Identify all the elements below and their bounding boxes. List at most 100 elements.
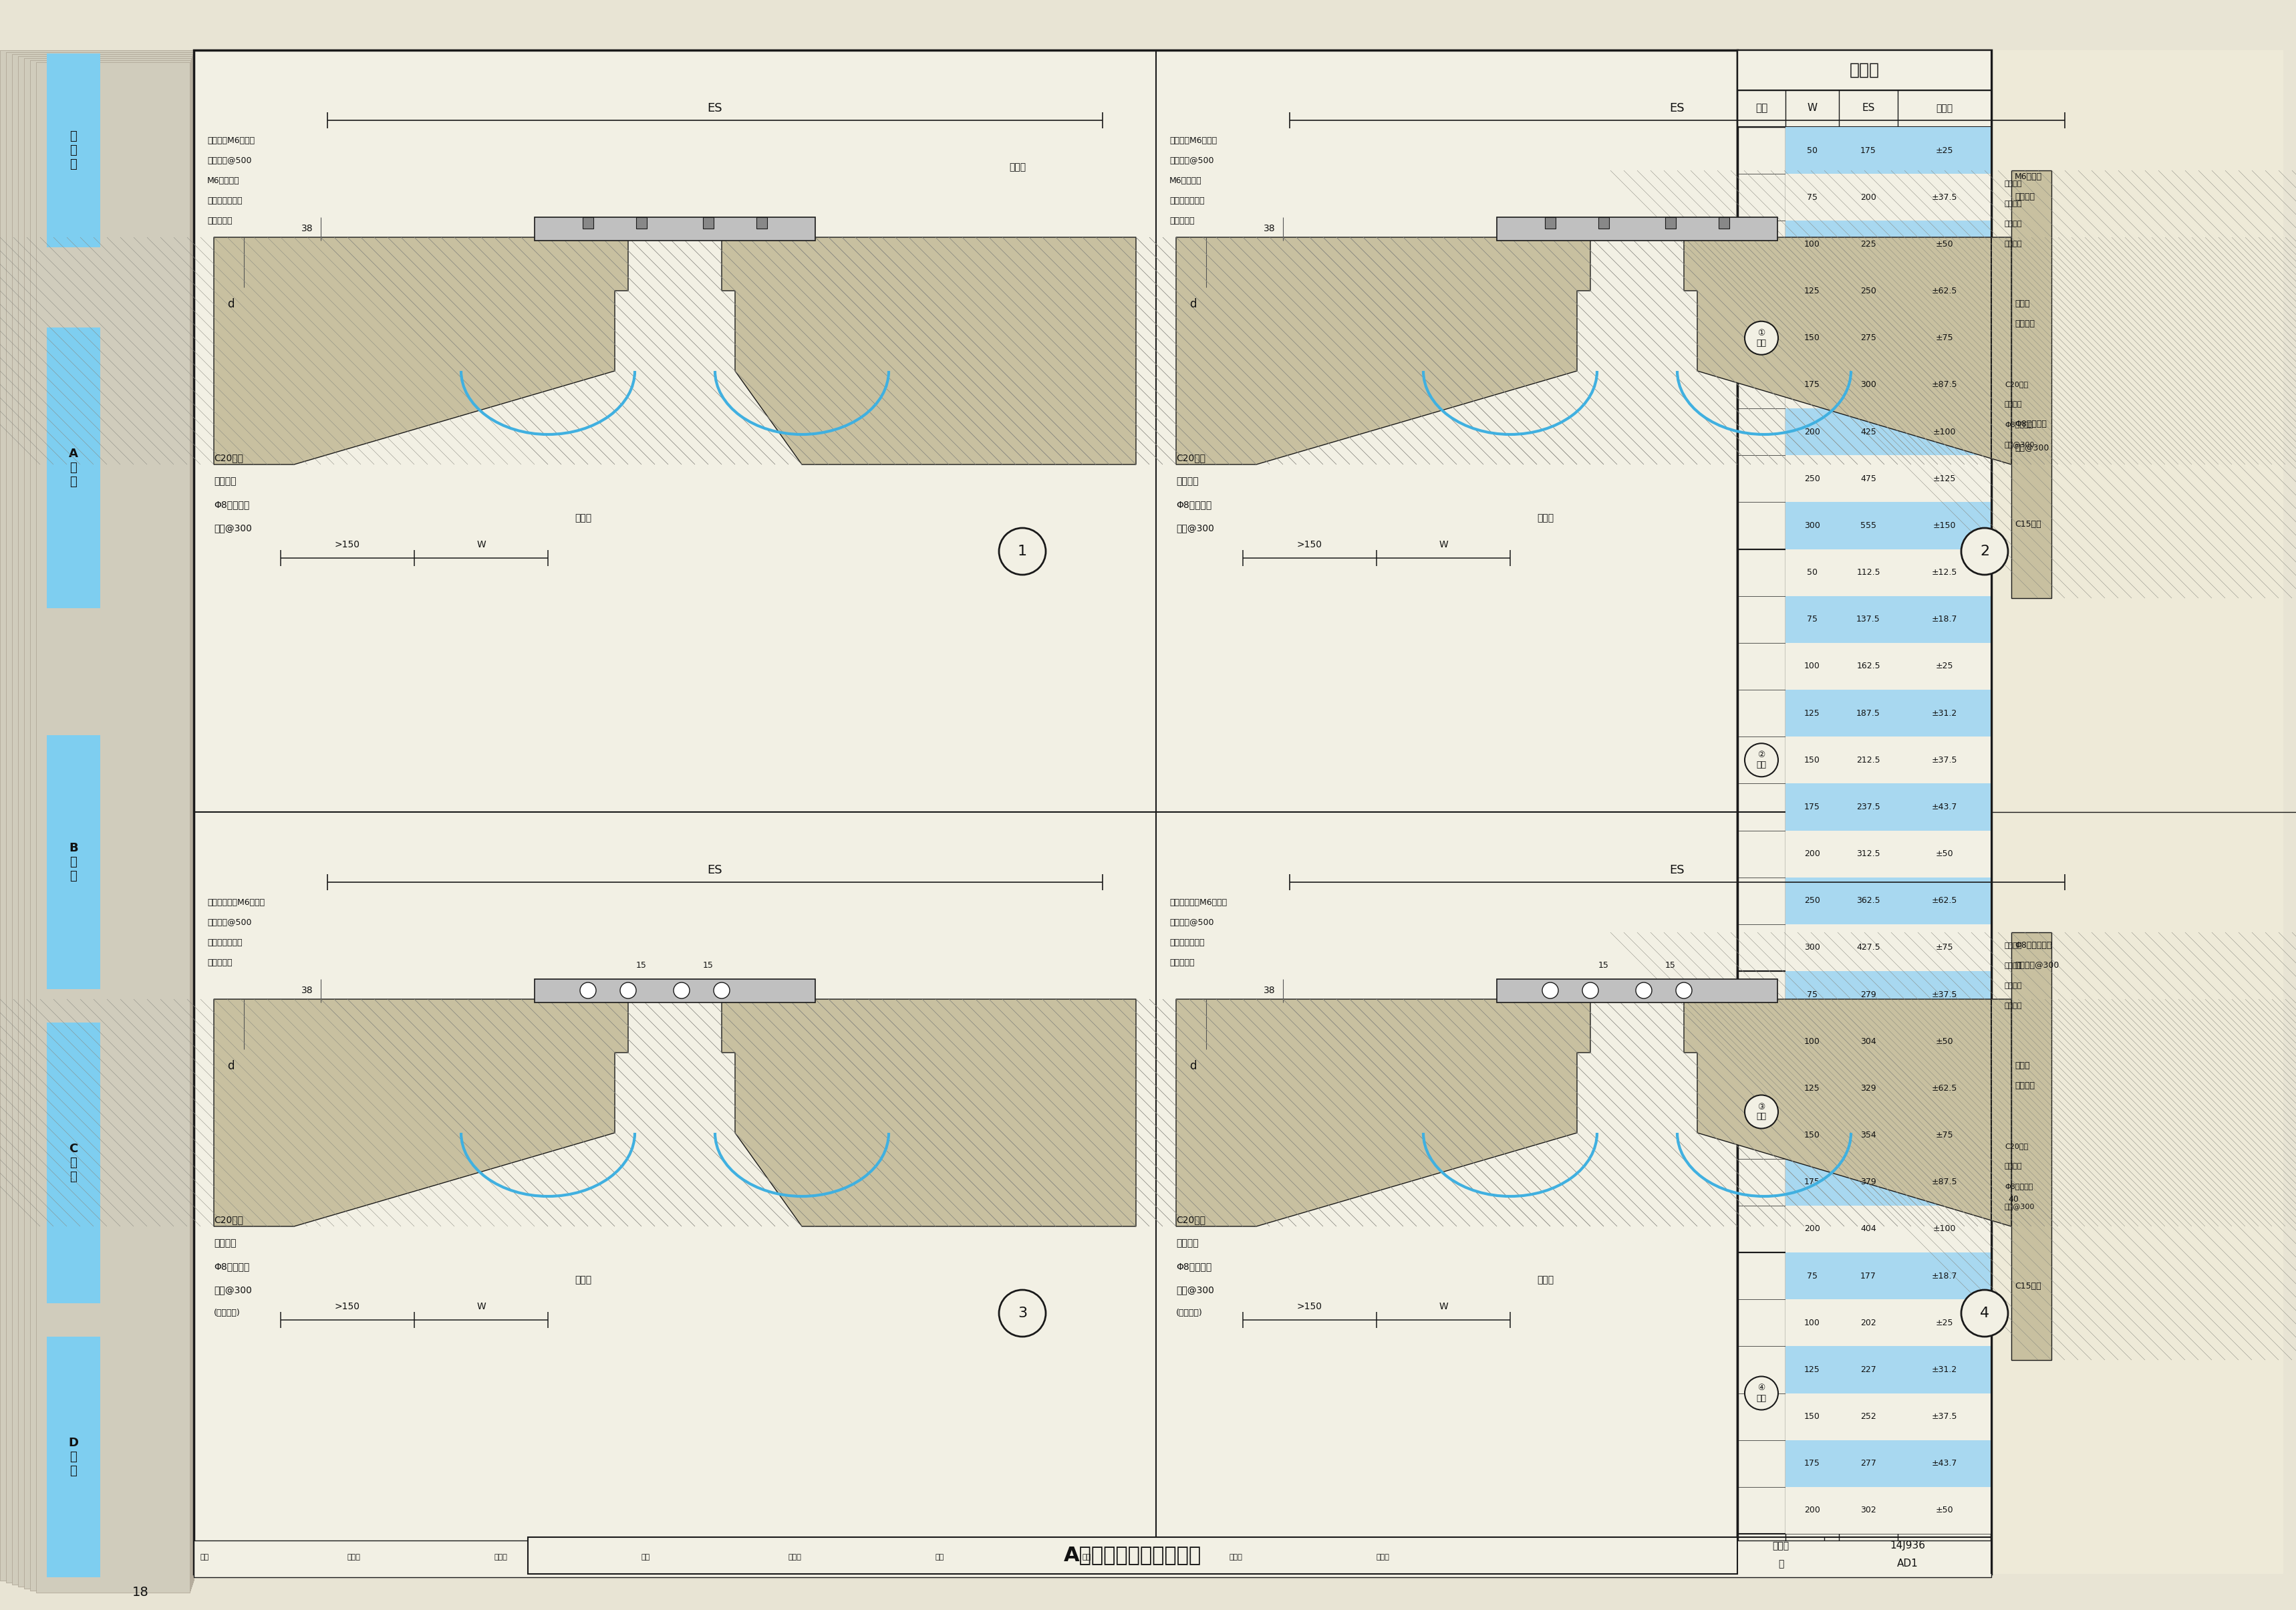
Text: ±43.7: ±43.7 bbox=[1931, 1459, 1956, 1468]
Text: ±43.7: ±43.7 bbox=[1931, 803, 1956, 811]
Text: W: W bbox=[1437, 1302, 1446, 1311]
Text: >150: >150 bbox=[1297, 539, 1322, 549]
Text: W: W bbox=[475, 539, 484, 549]
Text: 75: 75 bbox=[1807, 193, 1816, 201]
Bar bbox=[46, 327, 101, 609]
Text: 铝合金基座: 铝合金基座 bbox=[207, 958, 232, 966]
Polygon shape bbox=[1176, 1000, 1589, 1227]
Circle shape bbox=[714, 982, 730, 998]
Text: 周祥菌: 周祥菌 bbox=[347, 1554, 360, 1560]
Polygon shape bbox=[2011, 171, 2050, 599]
Text: C20槽口: C20槽口 bbox=[2004, 382, 2027, 388]
Text: 15: 15 bbox=[703, 961, 714, 971]
Text: 200: 200 bbox=[1805, 427, 1821, 436]
Bar bbox=[46, 1022, 101, 1302]
Text: 75: 75 bbox=[1807, 615, 1816, 623]
Text: 200: 200 bbox=[1805, 1505, 1821, 1515]
Bar bbox=[1784, 1206, 1991, 1253]
Text: C20槽口: C20槽口 bbox=[214, 1216, 243, 1224]
Text: W: W bbox=[1437, 539, 1446, 549]
Bar bbox=[1784, 1393, 1991, 1439]
Text: 425: 425 bbox=[1860, 427, 1876, 436]
Text: 187.5: 187.5 bbox=[1855, 708, 1880, 718]
Polygon shape bbox=[2011, 932, 2050, 1360]
Text: ES: ES bbox=[707, 865, 723, 876]
Text: W: W bbox=[475, 1302, 484, 1311]
Bar bbox=[1784, 689, 1991, 737]
Text: 329: 329 bbox=[1860, 1084, 1876, 1093]
Text: Φ8塑料膨锚: Φ8塑料膨锚 bbox=[2014, 420, 2046, 428]
Text: 滑杆件用M6不锈钢: 滑杆件用M6不锈钢 bbox=[1169, 135, 1217, 145]
Text: 铝合金基座: 铝合金基座 bbox=[1169, 216, 1194, 225]
Text: 弹簧滑杆件用M6不锈钢: 弹簧滑杆件用M6不锈钢 bbox=[207, 898, 264, 906]
Text: 75: 75 bbox=[1807, 990, 1816, 998]
Text: C20槽口: C20槽口 bbox=[2004, 1143, 2027, 1150]
Text: 125: 125 bbox=[1805, 708, 1821, 718]
Text: 475: 475 bbox=[1860, 475, 1876, 483]
Text: M6沉头螺栓: M6沉头螺栓 bbox=[1169, 175, 1201, 185]
Text: 螺栓紧固: 螺栓紧固 bbox=[2004, 963, 2023, 969]
Bar bbox=[1784, 1488, 1991, 1534]
Bar bbox=[703, 217, 714, 229]
Text: 279: 279 bbox=[1860, 990, 1876, 998]
Text: ±75: ±75 bbox=[1936, 943, 1954, 952]
Text: 150: 150 bbox=[1805, 333, 1821, 343]
Text: 125: 125 bbox=[1805, 287, 1821, 296]
Text: 防震胶垫: 防震胶垫 bbox=[2004, 221, 2023, 227]
Text: 175: 175 bbox=[1805, 803, 1821, 811]
Text: 卢家康: 卢家康 bbox=[788, 1554, 801, 1560]
Text: 二次浇注: 二次浇注 bbox=[214, 477, 236, 486]
Bar bbox=[1784, 1018, 1991, 1064]
Text: 38: 38 bbox=[301, 985, 312, 995]
Bar bbox=[1784, 1159, 1991, 1206]
Text: 250: 250 bbox=[1805, 475, 1821, 483]
Text: 弹簧滑杆件用M6不锈钢: 弹簧滑杆件用M6不锈钢 bbox=[1169, 898, 1226, 906]
Text: 427.5: 427.5 bbox=[1855, 943, 1880, 952]
Circle shape bbox=[1676, 982, 1692, 998]
Text: 型号: 型号 bbox=[1754, 103, 1768, 113]
Text: ①
平缝: ① 平缝 bbox=[1756, 328, 1766, 348]
Bar bbox=[18, 56, 193, 1586]
Text: ±25: ±25 bbox=[1936, 147, 1954, 155]
Text: ±50: ±50 bbox=[1936, 850, 1954, 858]
Text: ±50: ±50 bbox=[1936, 1037, 1954, 1046]
Text: 填缝胶: 填缝胶 bbox=[1008, 163, 1026, 172]
Text: 14J936: 14J936 bbox=[1890, 1541, 1924, 1550]
Text: ES: ES bbox=[707, 103, 723, 114]
Bar bbox=[636, 217, 647, 229]
Text: Φ8不锈钢塑料: Φ8不锈钢塑料 bbox=[2014, 942, 2050, 950]
Text: ±37.5: ±37.5 bbox=[1931, 1412, 1956, 1422]
Text: 250: 250 bbox=[1805, 897, 1821, 905]
Text: 二次浇注: 二次浇注 bbox=[214, 1238, 236, 1248]
Text: 广专: 广专 bbox=[934, 1554, 944, 1560]
Text: 177: 177 bbox=[1860, 1272, 1876, 1280]
Circle shape bbox=[1961, 1290, 2007, 1336]
Text: 工程设计: 工程设计 bbox=[2014, 320, 2034, 328]
Text: 302: 302 bbox=[1860, 1505, 1876, 1515]
Bar bbox=[528, 1538, 1736, 1575]
Text: ±150: ±150 bbox=[1933, 522, 1956, 530]
Text: 175: 175 bbox=[1805, 1459, 1821, 1468]
Bar bbox=[1784, 456, 1991, 502]
Text: 237.5: 237.5 bbox=[1855, 803, 1880, 811]
Text: 175: 175 bbox=[1805, 1179, 1821, 1187]
Text: d: d bbox=[1189, 298, 1196, 311]
Text: 图集号: 图集号 bbox=[1773, 1541, 1789, 1550]
Text: d: d bbox=[1189, 1059, 1196, 1072]
Text: ±62.5: ±62.5 bbox=[1931, 897, 1956, 905]
Text: 范学信: 范学信 bbox=[1228, 1554, 1242, 1560]
Text: 300: 300 bbox=[1860, 380, 1876, 390]
Text: (交错布置): (交错布置) bbox=[214, 1309, 241, 1317]
Text: 1: 1 bbox=[1017, 544, 1026, 559]
Text: 225: 225 bbox=[1860, 240, 1876, 248]
Text: 200: 200 bbox=[1805, 850, 1821, 858]
Text: 125: 125 bbox=[1805, 1365, 1821, 1373]
Text: 校对: 校对 bbox=[641, 1554, 650, 1560]
Bar bbox=[1784, 267, 1991, 314]
Text: ±12.5: ±12.5 bbox=[1931, 568, 1956, 576]
Text: Φ8塑料膨锚: Φ8塑料膨锚 bbox=[214, 501, 250, 509]
Text: 227: 227 bbox=[1860, 1365, 1876, 1373]
Text: 38: 38 bbox=[1263, 985, 1274, 995]
Text: 18: 18 bbox=[131, 1586, 149, 1599]
Text: ES: ES bbox=[1669, 865, 1685, 876]
